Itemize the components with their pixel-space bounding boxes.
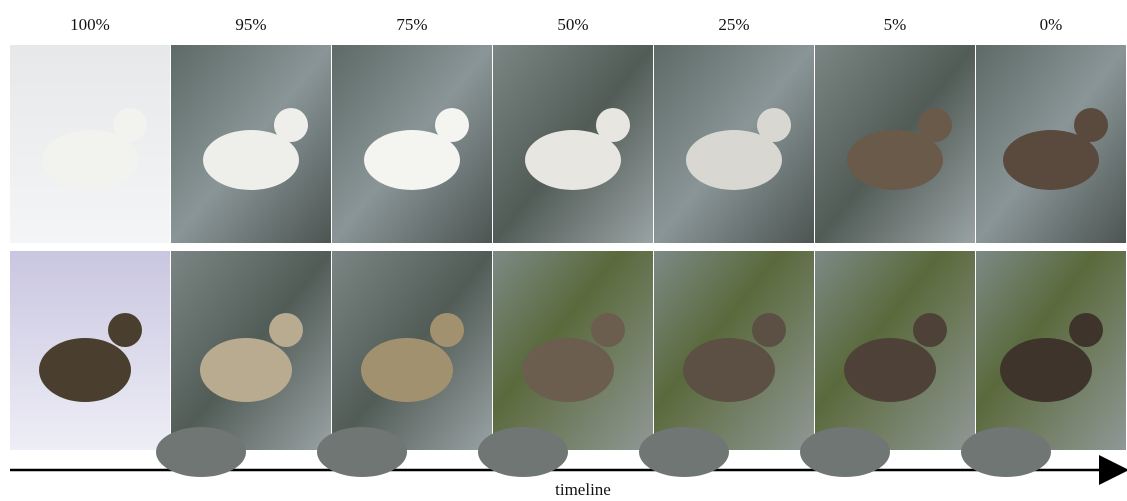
fox-head [430, 313, 464, 347]
fox [203, 130, 299, 190]
column-label: 5% [884, 15, 907, 34]
camera-dome [478, 427, 568, 477]
fox [364, 130, 460, 190]
fox-head [1074, 108, 1108, 142]
fox-head [113, 108, 147, 142]
camera-dome [961, 427, 1051, 477]
fox-head [435, 108, 469, 142]
column-label: 25% [718, 15, 749, 34]
fox [361, 338, 453, 402]
fox [200, 338, 292, 402]
fox-head [596, 108, 630, 142]
camera-dome [156, 427, 246, 477]
fox-head [108, 313, 142, 347]
fox-head [757, 108, 791, 142]
axis-label: timeline [555, 480, 611, 499]
fox-head [591, 313, 625, 347]
column-label: 100% [70, 15, 110, 34]
fox [1000, 338, 1092, 402]
fox-head [918, 108, 952, 142]
column-label: 0% [1040, 15, 1063, 34]
fox-head [269, 313, 303, 347]
fox [522, 338, 614, 402]
fox [844, 338, 936, 402]
fox [39, 338, 131, 402]
fox [525, 130, 621, 190]
fox-head [752, 313, 786, 347]
fox-head [274, 108, 308, 142]
fox-head [1069, 313, 1103, 347]
column-label: 50% [557, 15, 588, 34]
fox [847, 130, 943, 190]
column-label: 75% [396, 15, 427, 34]
fox [1003, 130, 1099, 190]
fox [686, 130, 782, 190]
camera-dome [639, 427, 729, 477]
fox-head [913, 313, 947, 347]
fox [683, 338, 775, 402]
camera-dome [317, 427, 407, 477]
fox [42, 130, 138, 190]
column-label: 95% [235, 15, 266, 34]
camera-dome [800, 427, 890, 477]
